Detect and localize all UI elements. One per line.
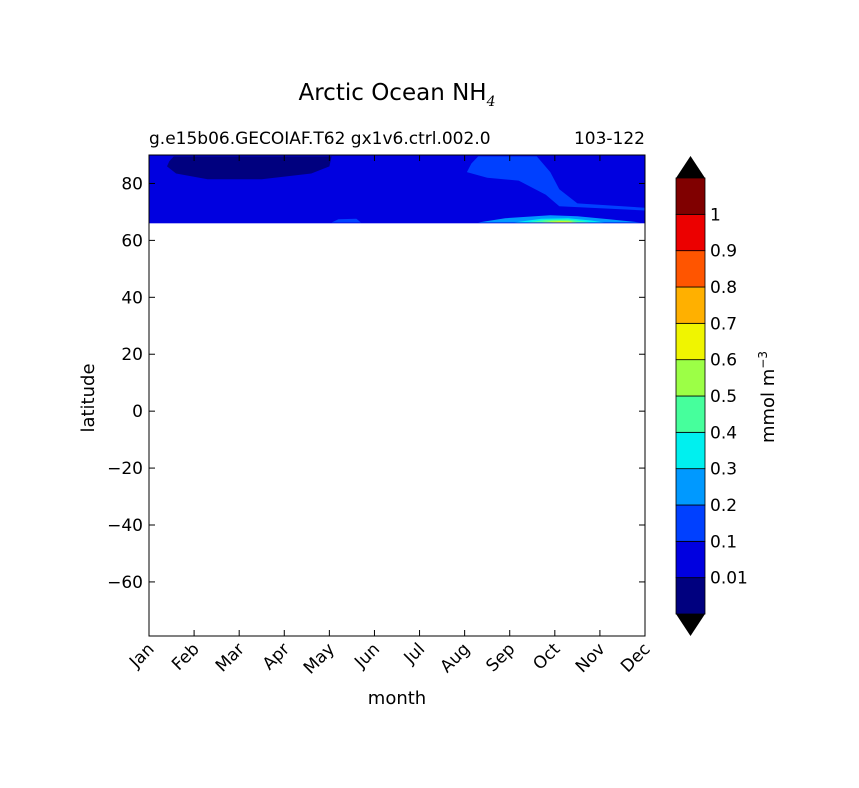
chart-title: Arctic Ocean NH4 (299, 80, 496, 110)
colorbar-tick-label: 0.7 (710, 314, 737, 334)
colorbar-segment (675, 322, 706, 361)
colorbar-tick-label: 0.9 (710, 242, 737, 262)
y-tick-label: −40 (107, 516, 143, 536)
colorbar-tick-label: 0.8 (710, 278, 737, 298)
chart-subtitle-left: g.e15b06.GECOIAF.T62 gx1v6.ctrl.002.0 (149, 129, 491, 149)
x-tick-label: Apr (259, 639, 294, 674)
y-tick-label: −60 (107, 573, 143, 593)
y-tick-label: 20 (121, 345, 143, 365)
colorbar-tick-label: 1 (710, 205, 721, 225)
colorbar-segment (675, 177, 706, 215)
colorbar-label-main: mmol m (758, 369, 779, 443)
x-axis-label: month (368, 688, 426, 709)
colorbar-segment (675, 286, 706, 324)
y-tick-label: −20 (107, 459, 143, 479)
x-tick-label: Jul (400, 639, 429, 668)
colorbar-extend-top (676, 156, 705, 178)
y-axis: 80 60 40 20 0 −20 −40 −60 (107, 174, 645, 593)
y-axis-label: latitude (78, 363, 99, 432)
contour-mid-band (466, 156, 645, 211)
colorbar-tick-label: 0.2 (710, 496, 737, 516)
contour-band-06 (550, 221, 573, 223)
colorbar-tick-label: 0.1 (710, 532, 737, 552)
y-tick-label: 60 (121, 231, 143, 251)
plot-area: Jan Feb Mar Apr May Jun Jul Aug Sep Oct Nov Dec 80 6… (107, 154, 655, 678)
colorbar-tick-label: 0.5 (710, 387, 737, 407)
colorbar-extend-bottom (676, 614, 705, 636)
x-tick-label: Feb (168, 639, 203, 674)
colorbar-segment (675, 540, 706, 579)
colorbar-tick-label: 0.4 (710, 423, 737, 443)
colorbar-segment (675, 359, 706, 397)
x-tick-label: Mar (212, 639, 249, 676)
x-tick-label: Dec (617, 639, 654, 676)
y-tick-label: 80 (121, 174, 143, 194)
colorbar-segment (675, 213, 706, 252)
colorbar-segment (675, 431, 706, 470)
colorbar-tick-label: 0.3 (710, 460, 737, 480)
contour-field (149, 155, 645, 224)
x-tick-label: Aug (437, 639, 475, 677)
x-tick-label: Jan (125, 639, 158, 672)
chart-title-subscript: 4 (486, 94, 496, 110)
contour-low-band (167, 156, 332, 180)
plot-frame (148, 154, 646, 637)
contour-mid-band-edge (331, 218, 361, 223)
x-tick-label: Nov (572, 639, 610, 677)
colorbar-segment (675, 468, 706, 506)
colorbar-segment (675, 395, 706, 433)
y-tick-label: 0 (132, 402, 143, 422)
chart-subtitle-right: 103-122 (574, 129, 645, 149)
colorbar-label-superscript: −3 (756, 351, 770, 369)
colorbar-segment (675, 504, 706, 542)
y-tick-label: 40 (121, 288, 143, 308)
x-tick-label: Jun (350, 639, 384, 673)
colorbar-segment (675, 577, 706, 615)
colorbar-tick-label: 0.6 (710, 351, 737, 371)
chart-title-main: Arctic Ocean NH (299, 80, 487, 106)
x-tick-label: May (300, 639, 339, 678)
x-tick-label: Sep (482, 639, 519, 676)
colorbar: 0.01 0.1 0.2 0.3 0.4 0.5 0.6 0.7 0.8 0.9 1 (675, 156, 748, 636)
x-tick-label: Oct (529, 639, 564, 674)
x-axis: Jan Feb Mar Apr May Jun Jul Aug Sep Oct Nov Dec (125, 155, 655, 678)
colorbar-segment (675, 250, 706, 288)
colorbar-label: mmol m−3 (756, 351, 779, 443)
plot-background (149, 155, 645, 636)
colorbar-tick-label: 0.01 (710, 569, 748, 589)
